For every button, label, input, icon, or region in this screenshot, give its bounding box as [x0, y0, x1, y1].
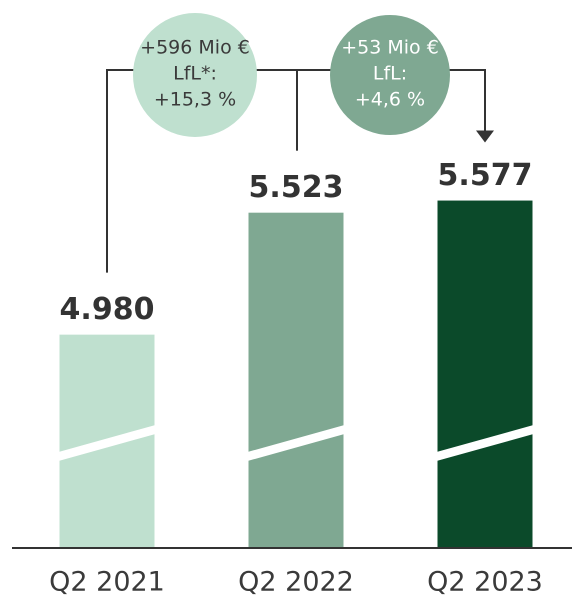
value-label: 5.523: [249, 170, 344, 205]
annotation-text: +596 Mio €: [140, 37, 250, 59]
x-tick-label: Q2 2021: [49, 567, 165, 598]
axis-break: [58, 425, 156, 461]
axis-break: [436, 425, 534, 461]
annotation-text: +53 Mio €: [341, 37, 439, 59]
annotation-text: LfL:: [373, 63, 407, 85]
bar: [248, 212, 344, 548]
x-tick-label: Q2 2023: [427, 567, 543, 598]
arrow-head: [476, 130, 494, 143]
annotation-text: LfL*:: [173, 63, 217, 85]
bar: [437, 200, 533, 548]
annotation-bubble: [330, 15, 450, 135]
annotation-text: +4,6 %: [355, 89, 425, 111]
axis-break: [247, 425, 345, 461]
value-label: 4.980: [60, 292, 155, 327]
annotation-bubble: [133, 13, 257, 137]
x-tick-label: Q2 2022: [238, 567, 354, 598]
annotation-text: +15,3 %: [154, 89, 236, 111]
value-label: 5.577: [438, 158, 533, 193]
